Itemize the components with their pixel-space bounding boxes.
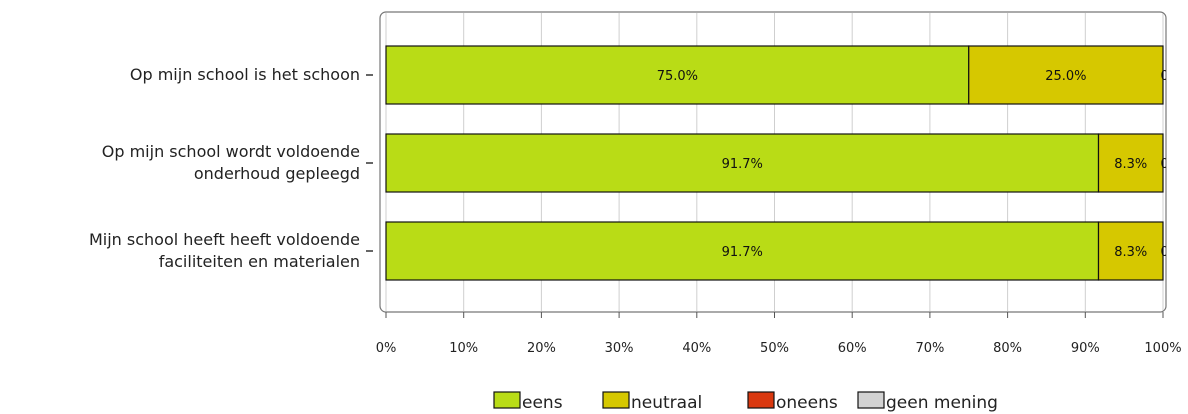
bar-data-label: 0.0%: [1160, 245, 1188, 260]
category-label: faciliteiten en materialen: [159, 252, 360, 271]
x-tick-label: 30%: [605, 341, 634, 356]
category-label: Op mijn school is het schoon: [130, 65, 360, 84]
legend-swatch: [747, 391, 775, 409]
x-tick-label: 60%: [838, 341, 867, 356]
x-tick-label: 90%: [1071, 341, 1100, 356]
bar-segment-neutraal: [968, 45, 1164, 105]
legend-label: neutraal: [631, 393, 702, 413]
bar-data-label: 75.0%: [657, 69, 698, 84]
bar-segment-eens: [385, 221, 1100, 281]
legend-label: geen mening: [886, 393, 998, 413]
bar-data-label: 25.0%: [1045, 69, 1086, 84]
bar-data-label: 91.7%: [722, 157, 763, 172]
bars-layer: 75.0% 25.0% 0.0% 91.7% 8.3% 0.0% 91.7% 8.3% 0.0%: [385, 45, 1188, 281]
legend-swatch: [857, 391, 885, 409]
category-label: Mijn school heeft heeft voldoende: [89, 230, 360, 249]
x-tick-label: 70%: [915, 341, 944, 356]
x-tick-label: 20%: [527, 341, 556, 356]
bar-data-label: 8.3%: [1114, 157, 1147, 172]
x-tick-label: 0%: [376, 341, 397, 356]
bar-data-label: 0.0%: [1160, 157, 1188, 172]
legend: eens neutraal oneens geen mening: [493, 391, 998, 413]
x-tick-label: 80%: [993, 341, 1022, 356]
x-tick-label: 50%: [760, 341, 789, 356]
bar-segment-eens: [385, 45, 970, 105]
category-label: Op mijn school wordt voldoende: [102, 142, 360, 161]
x-tick-label: 10%: [449, 341, 478, 356]
category-label: onderhoud gepleegd: [194, 164, 360, 183]
category-labels: Op mijn school is het schoon Op mijn scho…: [89, 65, 373, 271]
legend-label: eens: [522, 393, 563, 413]
legend-swatch: [602, 391, 630, 409]
legend-swatch: [493, 391, 521, 409]
bar-data-label: 91.7%: [722, 245, 763, 260]
x-axis: 0% 10% 20% 30% 40% 50% 60% 70% 80% 90% 100%: [376, 312, 1182, 356]
bar-data-label: 0.0%: [1160, 69, 1188, 84]
bar-segment-neutraal: [1097, 133, 1164, 193]
legend-label: oneens: [776, 393, 838, 413]
bar-data-label: 8.3%: [1114, 245, 1147, 260]
x-tick-label: 40%: [682, 341, 711, 356]
x-tick-label: 100%: [1144, 341, 1181, 356]
plot-frame: [379, 11, 1167, 313]
bar-segment-neutraal: [1097, 221, 1164, 281]
